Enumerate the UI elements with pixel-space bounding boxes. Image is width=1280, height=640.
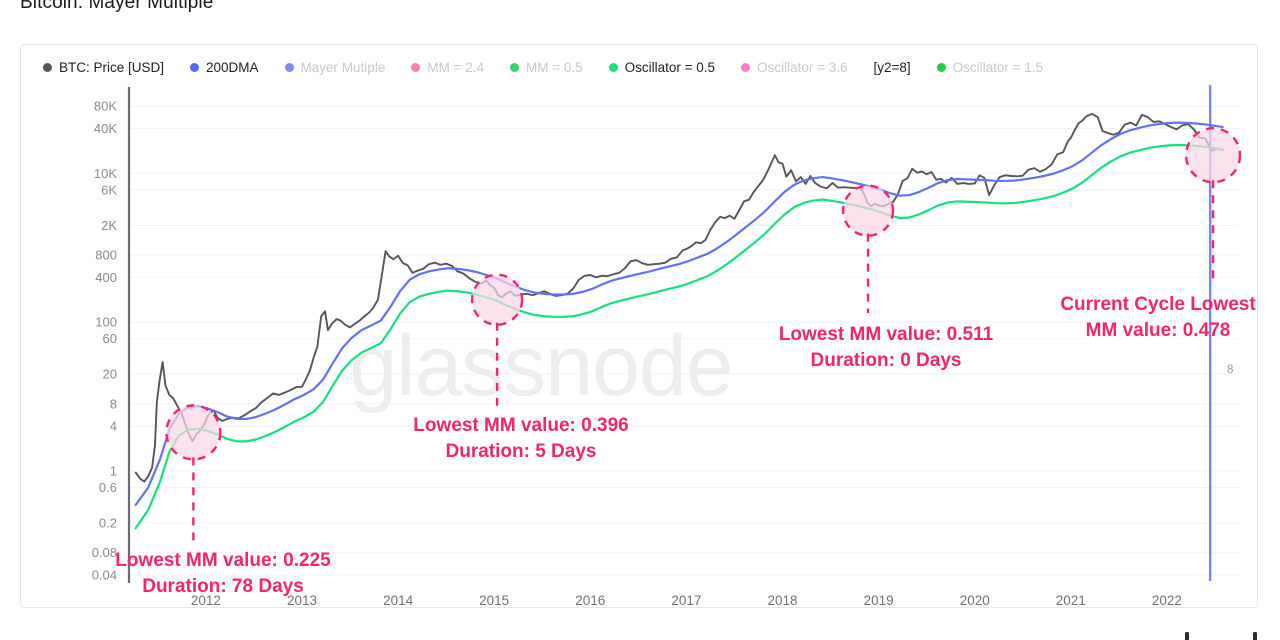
y-axis-tick-label: 2K (101, 218, 117, 233)
x-axis-tick-label: 2012 (191, 593, 221, 608)
series-group (134, 112, 1224, 530)
y-axis-tick-label: 6K (101, 182, 117, 197)
legend-dot-icon (509, 62, 519, 72)
annotation-text-cycle-1-line-2: Duration: 78 Days (142, 576, 304, 597)
legend-item-8[interactable]: Oscillator = 1.5 (936, 59, 1044, 75)
x-axis-tick-label: 2021 (1056, 593, 1086, 608)
x-axis-tick-label: 2020 (960, 593, 990, 608)
annotation-marker-cycle-3 (841, 184, 895, 237)
legend-item-label: BTC: Price [USD] (59, 59, 165, 75)
series-line-btc-price-usd (134, 112, 1224, 483)
annotation-text-cycle-2-line-2: Duration: 5 Days (446, 441, 597, 462)
y2-axis-group: 8 (1227, 364, 1233, 376)
legend-item-4[interactable]: MM = 0.5 (509, 59, 583, 75)
legend-dot-icon (741, 62, 751, 72)
legend-dot-icon (284, 62, 294, 72)
legend-item-label: MM = 2.4 (427, 59, 484, 75)
y-axis-tick-label: 20 (103, 367, 117, 382)
legend-item-label: Oscillator = 1.5 (952, 59, 1044, 75)
y-axis-tick-label: 60 (103, 331, 117, 346)
legend-item-2[interactable]: Mayer Mutiple (284, 59, 386, 75)
legend-item-label: Oscillator = 0.5 (624, 59, 716, 75)
glassnode-watermark: glassnode (349, 318, 732, 414)
legend-item-6[interactable]: Oscillator = 3.6 (741, 60, 847, 75)
chart-card: BTC: Price [USD] 200DMA Mayer Mutiple MM = … (20, 44, 1258, 608)
annotation-marker-cycle-4 (1184, 127, 1242, 184)
annotation-marker-cycle-2 (470, 273, 524, 326)
y-axis-tick-label: 1 (110, 463, 117, 478)
legend-dot-icon (190, 62, 200, 72)
y-axis-tick-label: 10K (94, 166, 117, 181)
y-axis-tick-label: 4 (110, 419, 117, 434)
gridlines-group (129, 105, 1239, 576)
annotation-text-cycle-3-line-1: Lowest MM value: 0.511 (779, 324, 994, 345)
y-axis-tick-label: 800 (95, 247, 117, 262)
legend-dot-icon (608, 62, 618, 72)
legend-item-label: 200DMA (206, 59, 259, 75)
annotation-text-cycle-4-line-1: Current Cycle Lowest (1060, 294, 1256, 315)
series-line-200dma (134, 121, 1224, 506)
legend-item-label: [y2=8] (873, 59, 911, 75)
x-axis-tick-label: 2015 (479, 593, 509, 608)
y-axis-tick-label: 80K (94, 99, 117, 114)
watermark-group: glassnode (349, 318, 733, 414)
legend-item-1[interactable]: 200DMA (190, 60, 259, 75)
legend-dot-icon (936, 62, 946, 72)
x-axis-tick-label: 2014 (383, 593, 414, 608)
plot-area: glassnode 80K 40K 10K 6K 2K 800 400 100 60 20 8 4 1 0… (21, 45, 1259, 609)
legend-item-5[interactable]: Oscillator = 0.5 (608, 59, 716, 75)
annotation-text-cycle-4-line-2: MM value: 0.478 (1086, 320, 1231, 341)
y-axis-tick-label: 0.6 (99, 480, 117, 495)
legend-item-label: MM = 0.5 (525, 59, 583, 75)
x-axis-tick-label: 2016 (575, 593, 605, 608)
legend-dot-icon (411, 62, 421, 72)
chart-legend: BTC: Price [USD] 200DMA Mayer Mutiple MM = … (21, 55, 1257, 79)
legend-item-7[interactable]: [y2=8] (873, 60, 910, 75)
legend-item-3[interactable]: MM = 2.4 (411, 60, 484, 75)
series-line-oscillator-0-5 (134, 143, 1224, 530)
page-title: Bitcoin: Mayer Multiple (20, 0, 214, 13)
y2-axis-tick-label: 8 (1227, 364, 1233, 376)
bottom-tick-right (1253, 632, 1257, 640)
y-axis-tick-label: 400 (95, 270, 117, 285)
annotation-text-cycle-3-line-2: Duration: 0 Days (811, 350, 962, 371)
x-axis-tick-label: 2013 (287, 593, 317, 608)
annotations-group: Lowest MM value: 0.225 Duration: 78 Days L… (115, 127, 1256, 597)
legend-item-label: Oscillator = 3.6 (757, 59, 848, 75)
bottom-tick-left (1185, 632, 1189, 640)
x-axis-tick-label: 2018 (767, 593, 797, 608)
y-axis-tick-label: 100 (95, 315, 117, 330)
bottom-partial-strip (1185, 632, 1257, 640)
x-axis-labels-group: 2012 2013 2014 2015 2016 2017 2018 2019 2020 2021… (191, 593, 1182, 608)
legend-item-label: Mayer Mutiple (300, 59, 386, 75)
y-axis-tick-label: 0.2 (99, 515, 117, 530)
legend-item-0[interactable]: BTC: Price [USD] (43, 60, 164, 75)
y-axis-tick-label: 0.08 (92, 545, 117, 560)
y-axis-tick-label: 40K (94, 121, 117, 136)
annotation-text-cycle-1-line-1: Lowest MM value: 0.225 (115, 550, 331, 571)
y-axis-tick-label: 0.04 (92, 568, 117, 583)
annotation-text-cycle-2-line-1: Lowest MM value: 0.396 (413, 415, 628, 436)
y-axis-tick-label: 8 (110, 396, 117, 411)
x-axis-tick-label: 2017 (671, 593, 701, 608)
legend-dot-icon (43, 62, 52, 72)
x-axis-tick-label: 2022 (1152, 593, 1182, 608)
annotation-marker-cycle-1 (165, 404, 222, 461)
x-axis-tick-label: 2019 (864, 593, 894, 608)
